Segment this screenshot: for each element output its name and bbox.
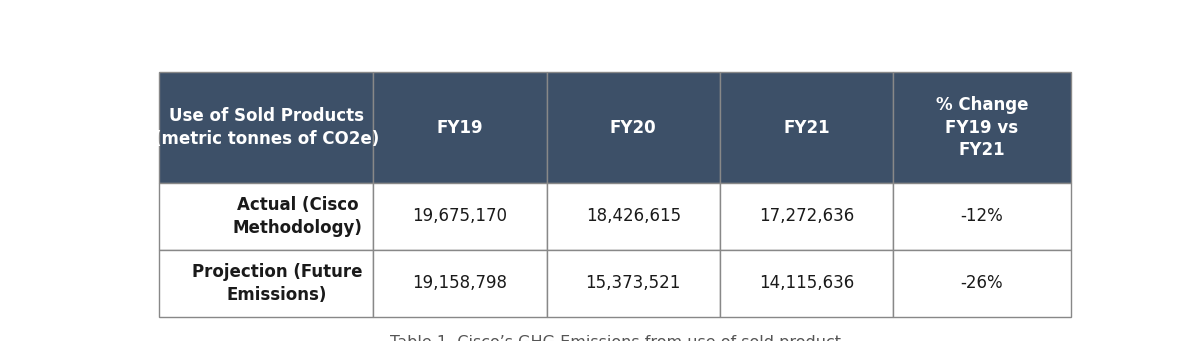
- Text: 18,426,615: 18,426,615: [586, 207, 680, 225]
- Text: Use of Sold Products
(metric tonnes of CO2e): Use of Sold Products (metric tonnes of C…: [154, 107, 379, 148]
- Text: 19,158,798: 19,158,798: [413, 274, 508, 292]
- Bar: [160, 250, 373, 316]
- Text: FY19: FY19: [437, 119, 484, 136]
- Text: 19,675,170: 19,675,170: [413, 207, 508, 225]
- Bar: [160, 183, 373, 250]
- Bar: [893, 72, 1070, 183]
- Text: % Change
FY19 vs
FY21: % Change FY19 vs FY21: [936, 96, 1028, 160]
- Text: -12%: -12%: [960, 207, 1003, 225]
- Bar: [373, 183, 547, 250]
- Text: 14,115,636: 14,115,636: [758, 274, 854, 292]
- Bar: [893, 250, 1070, 316]
- Bar: [373, 250, 547, 316]
- Bar: [893, 183, 1070, 250]
- Text: 17,272,636: 17,272,636: [758, 207, 854, 225]
- Bar: [373, 72, 547, 183]
- Bar: [720, 250, 893, 316]
- Text: Table 1. Cisco’s GHG Emissions from use of sold product: Table 1. Cisco’s GHG Emissions from use …: [390, 335, 840, 341]
- Bar: [720, 72, 893, 183]
- Text: -26%: -26%: [960, 274, 1003, 292]
- Text: FY21: FY21: [784, 119, 829, 136]
- Text: Actual (Cisco
Methodology): Actual (Cisco Methodology): [233, 196, 362, 237]
- Bar: [547, 250, 720, 316]
- Bar: [160, 72, 373, 183]
- Text: 15,373,521: 15,373,521: [586, 274, 680, 292]
- Bar: [547, 72, 720, 183]
- Bar: [720, 183, 893, 250]
- Text: Projection (Future
Emissions): Projection (Future Emissions): [192, 263, 362, 303]
- Bar: [547, 183, 720, 250]
- Text: FY20: FY20: [610, 119, 656, 136]
